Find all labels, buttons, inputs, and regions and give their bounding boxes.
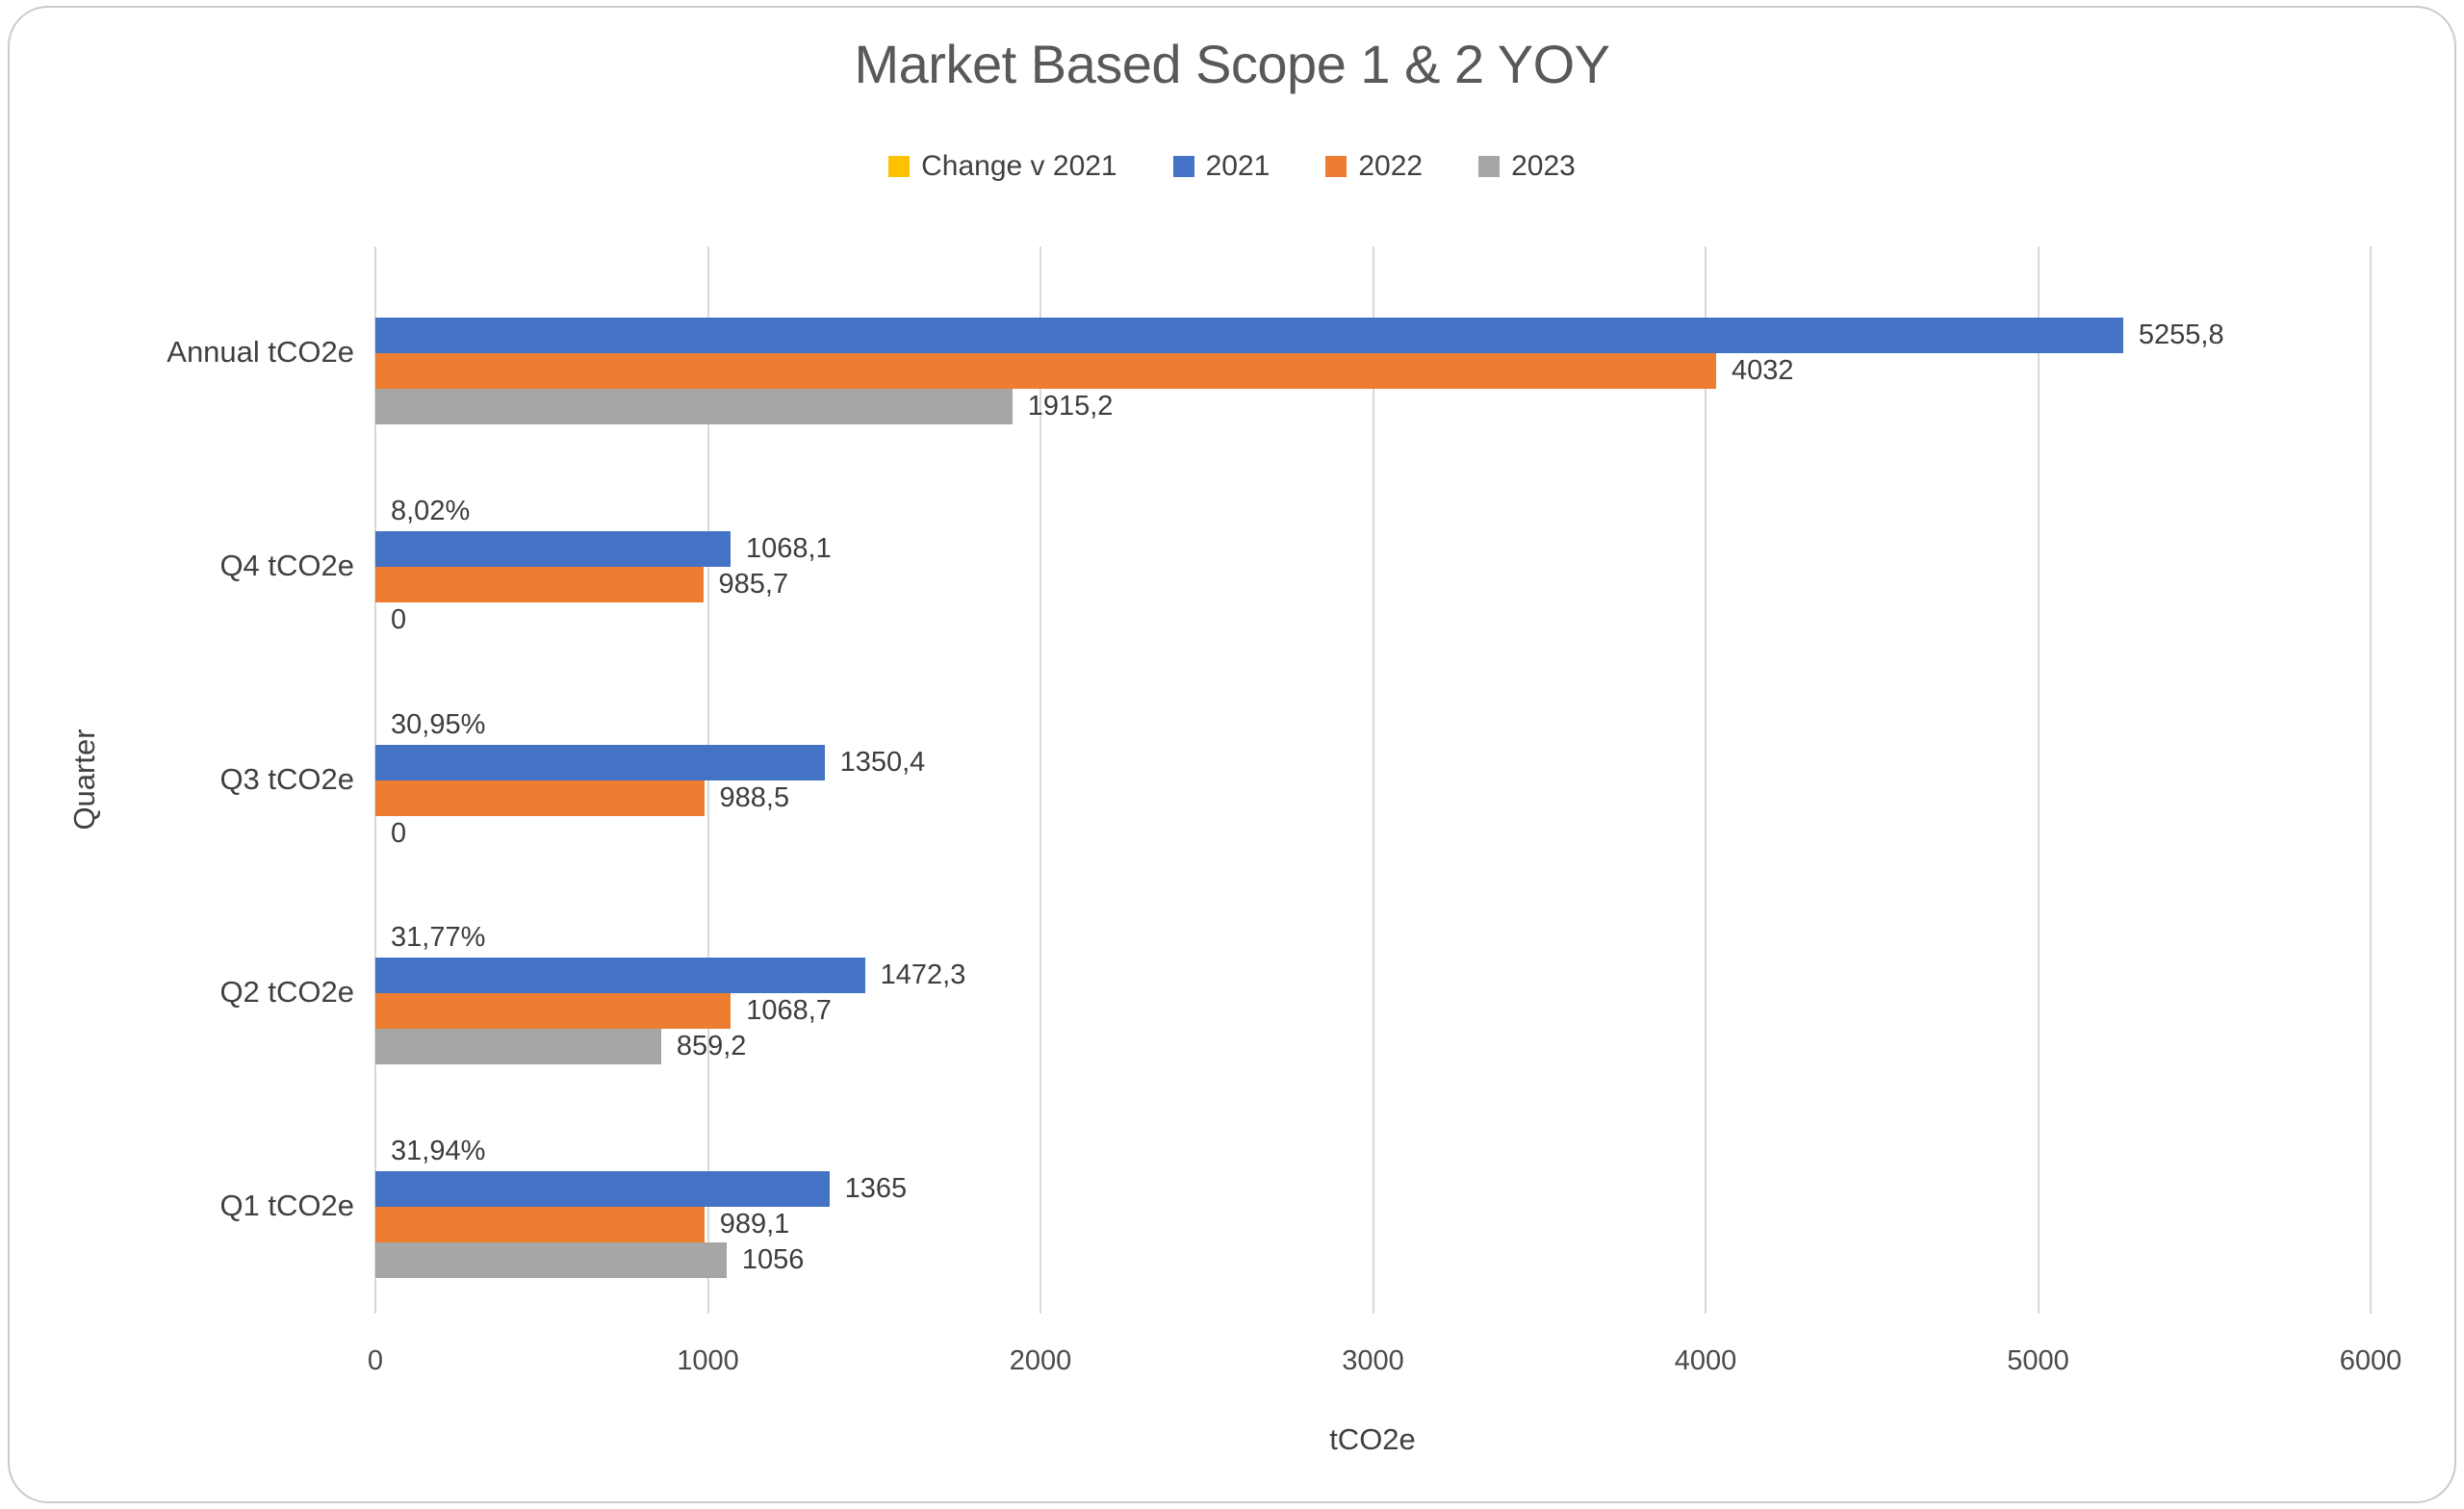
legend: Change v 2021 2021 2022 2023 [0,144,2464,189]
x-tick-label-1000: 1000 [677,1345,739,1376]
bar-2021-q1-tco2e [375,1171,830,1208]
gridline-6000 [2370,246,2372,1314]
gridline-4000 [1705,246,1707,1314]
x-tick-label-3000: 3000 [1342,1345,1404,1376]
pct-label-q4-tco2e: 8,02% [391,495,471,526]
value-label-2021-q4-tco2e: 1068,1 [746,532,832,564]
value-label-2022-q1-tco2e: 989,1 [719,1209,790,1240]
bar-2023-q1-tco2e [375,1242,727,1279]
x-tick-label-5000: 5000 [2007,1345,2069,1376]
value-label-2021-q3-tco2e: 1350,4 [839,746,926,778]
x-tick-label-2000: 2000 [1009,1345,1072,1376]
legend-item-2023: 2023 [1478,150,1576,183]
bar-2022-q2-tco2e [375,993,732,1030]
value-label-2021-q2-tco2e: 1472,3 [880,959,966,991]
legend-label-2022: 2022 [1358,150,1424,182]
value-label-2021-annual-tco2e: 5255,8 [2138,319,2224,350]
value-label-2022-q4-tco2e: 985,7 [718,568,789,600]
legend-label-change-v-2021: Change v 2021 [921,150,1117,182]
category-label-q2-tco2e: Q2 tCO2e [219,975,354,1010]
pct-label-q1-tco2e: 31,94% [391,1136,486,1167]
value-label-2023-q2-tco2e: 859,2 [676,1031,747,1062]
legend-item-2021: 2021 [1172,150,1270,183]
value-label-2022-annual-tco2e: 4032 [1732,354,1794,386]
bar-2022-annual-tco2e [375,352,1717,389]
gridline-3000 [1372,246,1374,1314]
value-label-2021-q1-tco2e: 1365 [844,1173,908,1205]
x-tick-label-6000: 6000 [2339,1345,2402,1376]
bar-2021-annual-tco2e [375,317,2123,353]
bar-2023-q2-tco2e [375,1029,661,1065]
legend-swatch-icon-2022 [1325,156,1348,177]
bar-2021-q2-tco2e [375,958,865,994]
category-label-q1-tco2e: Q1 tCO2e [219,1189,354,1223]
bar-2022-q1-tco2e [375,1207,705,1243]
chart-title: Market Based Scope 1 & 2 YOY [854,34,1610,94]
x-tick-label-0: 0 [367,1345,384,1376]
category-label-q4-tco2e: Q4 tCO2e [219,548,354,582]
value-label-2023-q3-tco2e: 0 [391,817,407,849]
value-label-2022-q3-tco2e: 988,5 [719,781,790,813]
value-label-2022-q2-tco2e: 1068,7 [746,995,832,1027]
legend-swatch-icon-2023 [1478,156,1501,177]
x-axis-title: tCO2e [1329,1422,1416,1456]
legend-swatch-icon-change-v-2021 [888,156,911,177]
gridline-1000 [706,246,709,1314]
value-label-2023-annual-tco2e: 1915,2 [1027,390,1114,422]
category-label-q3-tco2e: Q3 tCO2e [219,761,354,796]
legend-swatch-icon-2021 [1172,156,1194,177]
bar-2022-q3-tco2e [375,780,705,816]
pct-label-q2-tco2e: 31,77% [391,922,486,954]
legend-label-2023: 2023 [1511,150,1576,182]
legend-label-2021: 2021 [1205,150,1270,182]
bar-2022-q4-tco2e [375,566,704,602]
bar-2023-annual-tco2e [375,388,1013,424]
y-axis-title: Quarter [67,729,101,831]
category-label-annual-tco2e: Annual tCO2e [167,334,354,369]
gridline-5000 [2037,246,2040,1314]
bar-2021-q4-tco2e [375,530,732,567]
gridline-2000 [1040,246,1041,1314]
legend-item-change-v-2021: Change v 2021 [888,150,1117,183]
value-label-2023-q4-tco2e: 0 [391,603,407,635]
value-label-2023-q1-tco2e: 1056 [741,1244,805,1276]
pct-label-q3-tco2e: 30,95% [391,708,486,740]
x-tick-label-4000: 4000 [1674,1345,1737,1376]
legend-item-2022: 2022 [1325,150,1423,183]
bar-2021-q3-tco2e [375,744,825,780]
